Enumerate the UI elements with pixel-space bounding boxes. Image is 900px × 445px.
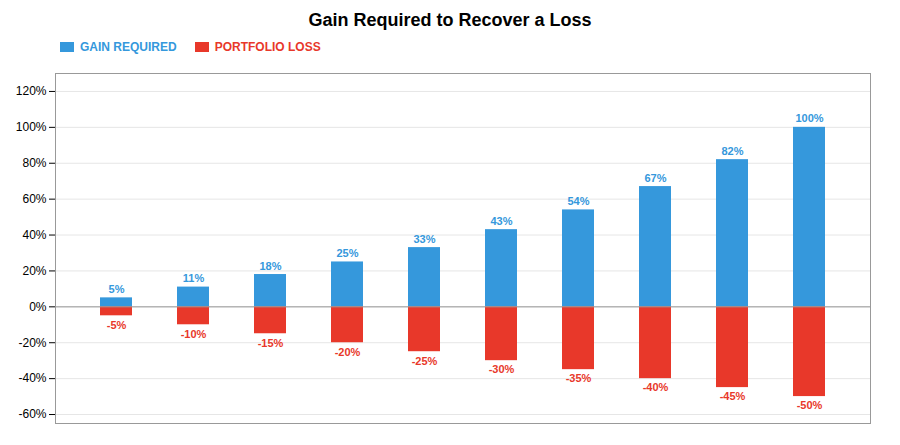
svg-text:43%: 43%: [490, 215, 512, 227]
html-text:GAIN REQUIRED: GAIN REQUIRED: [80, 40, 177, 54]
svg-text:60%: 60%: [22, 192, 46, 206]
svg-text:120%: 120%: [16, 84, 47, 98]
html-text:Gain Required to Recover a Los: Gain Required to Recover a Loss: [308, 10, 592, 30]
svg-text:-40%: -40%: [643, 381, 669, 393]
svg-text:-20%: -20%: [335, 346, 361, 358]
svg-text:-30%: -30%: [489, 363, 515, 375]
svg-text:25%: 25%: [336, 247, 358, 259]
svg-text:-45%: -45%: [720, 390, 746, 402]
svg-text:20%: 20%: [22, 264, 46, 278]
svg-text:-35%: -35%: [566, 372, 592, 384]
svg-text:0%: 0%: [29, 300, 47, 314]
svg-text:54%: 54%: [567, 195, 589, 207]
svg-text:-5%: -5%: [107, 319, 127, 331]
svg-text:18%: 18%: [259, 260, 281, 272]
svg-text:-60%: -60%: [18, 407, 46, 421]
svg-text:11%: 11%: [183, 272, 205, 284]
svg-text:82%: 82%: [721, 145, 743, 157]
svg-text:-20%: -20%: [18, 336, 46, 350]
svg-text:67%: 67%: [644, 172, 666, 184]
svg-text:-10%: -10%: [181, 328, 207, 340]
svg-text:-25%: -25%: [412, 355, 438, 367]
svg-text:100%: 100%: [16, 120, 47, 134]
svg-text:80%: 80%: [22, 156, 46, 170]
svg-text:5%: 5%: [109, 283, 125, 295]
html-text:PORTFOLIO LOSS: PORTFOLIO LOSS: [214, 40, 321, 54]
svg-text:-40%: -40%: [18, 371, 46, 385]
svg-text:-15%: -15%: [258, 337, 284, 349]
svg-text:33%: 33%: [413, 233, 435, 245]
svg-text:100%: 100%: [795, 112, 823, 124]
svg-text:-50%: -50%: [797, 399, 823, 411]
svg-text:40%: 40%: [22, 228, 46, 242]
